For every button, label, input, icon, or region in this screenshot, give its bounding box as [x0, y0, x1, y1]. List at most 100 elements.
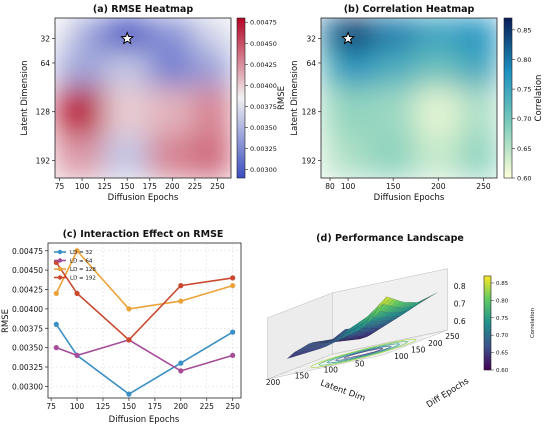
surface-patch	[310, 344, 321, 350]
legend-swatch-marker	[57, 275, 63, 280]
landscape-colorbar-label: Correlation	[530, 307, 536, 338]
corr-best-star-marker	[341, 31, 356, 45]
surface-patch	[361, 327, 374, 333]
surface-patch	[363, 310, 374, 324]
heatmap-cell	[459, 86, 497, 138]
x-tick-label: 75	[55, 182, 65, 191]
surface-patch	[358, 332, 370, 337]
series-point-4	[230, 275, 236, 281]
landscape-x-tick-label: 100	[324, 366, 339, 375]
landscape-y-tick-label: 150	[411, 345, 426, 354]
corr-colorbar-label: Correlation	[534, 75, 544, 122]
landscape-z-tick-label: 0.8	[454, 282, 466, 291]
interaction-x-ticks: 75 100 125 150 175 200 225 250	[46, 398, 240, 411]
colorbar-tick-label: 0.80	[517, 56, 531, 64]
heatmap-cell	[321, 86, 341, 138]
floor-contour-line	[310, 338, 417, 368]
corr-heatmap-title: (b) Correlation Heatmap	[344, 4, 475, 15]
x-tick-label: 150	[122, 402, 137, 411]
rmse-heatmap-cells	[55, 18, 231, 178]
interaction-title: (c) Interaction Effect on RMSE	[63, 229, 224, 240]
surface-patch	[366, 310, 377, 325]
series-point-3	[230, 283, 236, 289]
series-point-3	[74, 248, 80, 254]
series-point-3	[53, 290, 59, 296]
landscape-z-tick-label: 0.7	[454, 300, 466, 309]
colorbar-tick-label: 0.60	[496, 368, 509, 374]
y-tick-label: 192	[36, 156, 51, 165]
floor-contour-line	[343, 348, 384, 359]
surface-patch	[380, 305, 392, 312]
surface-patch	[362, 332, 374, 338]
interaction-series-lines	[53, 248, 236, 397]
heatmap-cell	[148, 49, 196, 89]
y-tick-label: 0.00350	[12, 344, 43, 353]
rmse-y-axis-label: Latent Dimension	[20, 60, 30, 135]
x-tick-label: 100	[70, 402, 85, 411]
rmse-colorbar-ticks: 0.00475 0.00450 0.00425 0.00400 0.00375 0.003…	[245, 19, 277, 174]
corr-y-ticks: 32 64 128 192	[302, 35, 321, 165]
y-tick-label: 192	[302, 156, 317, 165]
y-tick-label: 0.00375	[12, 324, 43, 333]
interaction-grid	[48, 243, 241, 398]
heatmap-cell	[369, 86, 417, 138]
heatmap-cell	[414, 135, 462, 178]
landscape-z-tick-label: 0.6	[454, 317, 466, 326]
legend-swatch-marker	[57, 258, 63, 263]
surface-patch	[394, 301, 406, 308]
surface-patch	[397, 302, 409, 308]
landscape-x-tick-label: 150	[295, 372, 310, 381]
heatmap-cell	[414, 86, 462, 138]
colorbar-tick-label: 0.00425	[250, 61, 277, 69]
heatmap-cell	[369, 18, 417, 52]
y-tick-label: 128	[36, 108, 51, 117]
interaction-legend: LD = 32 LD = 64 LD = 128 LD = 192	[54, 249, 96, 282]
rmse-y-ticks: 32 64 128 192	[36, 35, 55, 165]
heatmap-cell	[55, 135, 75, 178]
surface-patch	[339, 330, 351, 340]
corr-y-axis-label: Latent Dimension	[290, 60, 300, 135]
surface-patch	[359, 316, 371, 331]
x-tick-label: 250	[476, 182, 491, 191]
series-point-4	[178, 283, 184, 289]
colorbar-tick-label: 0.60	[517, 175, 531, 183]
floor-contour-line	[335, 345, 392, 361]
colorbar-tick-label: 0.70	[496, 333, 509, 339]
x-tick-label: 175	[143, 182, 158, 191]
rmse-heatmap-title: (a) RMSE Heatmap	[93, 4, 193, 15]
x-tick-label: 225	[200, 402, 215, 411]
x-tick-label: 150	[386, 182, 401, 191]
x-tick-label: 200	[165, 182, 180, 191]
rmse-colorbar	[236, 17, 246, 179]
heatmap-cell	[72, 135, 106, 178]
series-point-3	[178, 298, 184, 304]
y-tick-label: 0.00475	[12, 247, 43, 256]
series-line-2	[56, 339, 233, 372]
corr-colorbar-ticks: 0.85 0.80 0.75 0.70 0.65 0.60	[512, 26, 531, 183]
corr-x-axis-label: Diffusion Epochs	[374, 193, 445, 203]
heatmap-cell	[459, 135, 497, 178]
heatmap-cell	[72, 86, 106, 138]
heatmap-cell	[193, 18, 231, 52]
landscape-y-tick-label: 200	[428, 339, 443, 348]
surface-patch	[323, 339, 335, 346]
y-tick-label: 64	[40, 59, 50, 68]
y-tick-label: 32	[40, 35, 50, 44]
series-point-1	[126, 391, 132, 397]
colorbar-tick-label: 0.65	[496, 351, 509, 357]
series-point-4	[126, 337, 132, 343]
x-tick-label: 175	[148, 402, 163, 411]
legend-entry-label: LD = 128	[70, 267, 96, 273]
y-tick-label: 0.00300	[12, 382, 43, 391]
surface-patch	[326, 338, 338, 347]
surface-patch	[346, 326, 358, 337]
landscape-surface	[287, 292, 438, 359]
surface-patch	[333, 334, 344, 344]
y-tick-label: 0.00325	[12, 363, 43, 372]
surface-patch	[380, 312, 393, 318]
series-point-1	[178, 360, 184, 366]
heatmap-cell	[459, 18, 497, 52]
heatmap-cell	[72, 18, 106, 52]
surface-patch	[319, 342, 331, 349]
series-point-2	[53, 345, 59, 351]
